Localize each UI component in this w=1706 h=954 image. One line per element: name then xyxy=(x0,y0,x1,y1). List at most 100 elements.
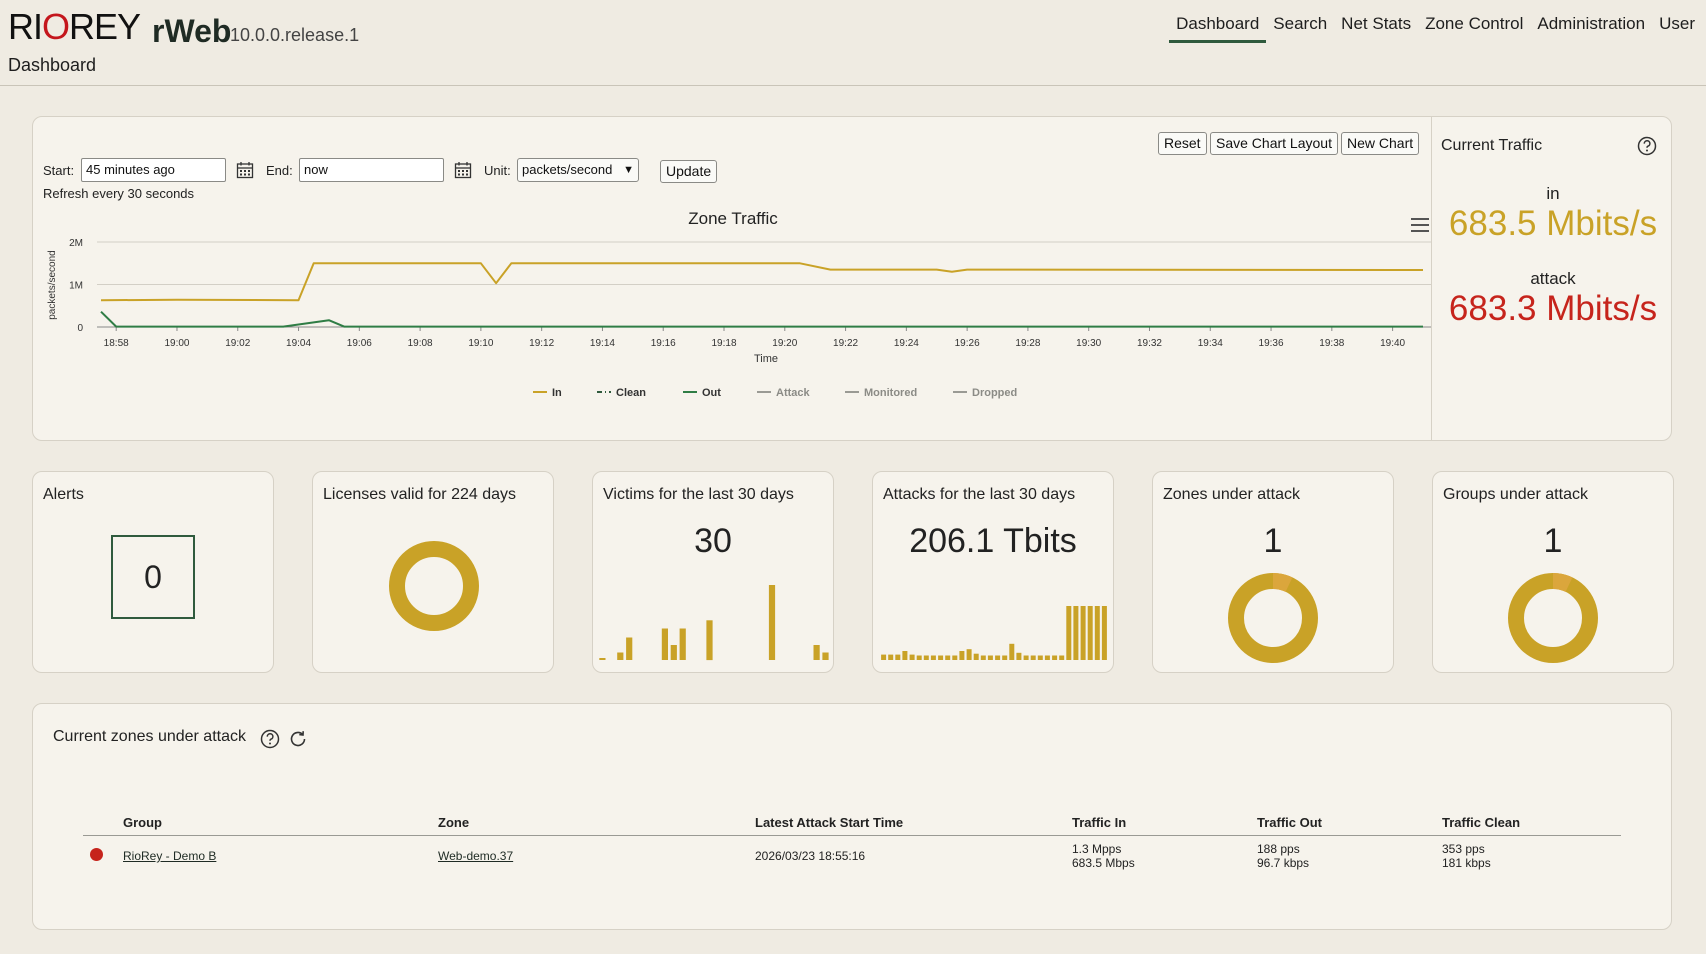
bar xyxy=(916,655,922,660)
zone-traffic-chart: 2M 1M 0 packets/second 18:58 19:00 19:02 19:04 1… xyxy=(47,238,1431,399)
refresh-note: Refresh every 30 seconds xyxy=(43,186,195,201)
table-row: RioRey - Demo B Web-demo.37 2026/03/23 1… xyxy=(83,836,1621,870)
x-tick-label: 19:30 xyxy=(1076,338,1101,349)
calendar-icon[interactable] xyxy=(236,161,254,179)
groups-donut xyxy=(1508,572,1598,663)
x-tick-label: 18:58 xyxy=(104,338,129,349)
reset-button[interactable]: Reset xyxy=(1158,132,1207,155)
x-tick-label: 19:20 xyxy=(772,338,797,349)
x-axis-label: Time xyxy=(754,353,778,365)
nav-user[interactable]: User xyxy=(1659,14,1695,33)
traffic-in-label: in xyxy=(1546,184,1560,203)
nav-administration[interactable]: Administration xyxy=(1537,14,1646,33)
bar xyxy=(626,637,633,660)
groups-under-attack-title: Groups under attack xyxy=(1443,486,1588,503)
bar xyxy=(1073,606,1079,660)
bar xyxy=(930,655,936,660)
y-axis-label: packets/second xyxy=(47,250,58,320)
nav-zone-control[interactable]: Zone Control xyxy=(1425,14,1524,33)
col-traffic-in[interactable]: Traffic In xyxy=(1072,815,1257,836)
x-tick-label: 19:08 xyxy=(408,338,433,349)
bar xyxy=(902,651,908,660)
col-zone[interactable]: Zone xyxy=(438,815,755,836)
zones-donut xyxy=(1228,572,1318,663)
new-chart-button[interactable]: New Chart xyxy=(1341,132,1420,155)
x-tick-label: 19:22 xyxy=(833,338,858,349)
x-tick-label: 19:34 xyxy=(1198,338,1223,349)
x-tick-label: 19:10 xyxy=(468,338,493,349)
x-tick-label: 19:26 xyxy=(955,338,980,349)
alerts-card[interactable]: Alerts 0 xyxy=(32,471,274,673)
traffic-in-bps: 683.5 Mbps xyxy=(1072,856,1135,870)
bar xyxy=(987,655,993,660)
end-input[interactable]: now xyxy=(299,158,444,182)
refresh-icon[interactable] xyxy=(288,729,308,749)
bar xyxy=(1080,606,1086,660)
bar xyxy=(706,620,713,661)
bar xyxy=(1101,606,1107,660)
nav-net-stats[interactable]: Net Stats xyxy=(1341,14,1412,33)
col-traffic-out[interactable]: Traffic Out xyxy=(1257,815,1442,836)
bar xyxy=(973,653,979,660)
groups-under-attack-card[interactable]: Groups under attack 1 xyxy=(1432,471,1674,673)
bar xyxy=(768,585,776,660)
traffic-clean-bps: 181 kbps xyxy=(1442,856,1491,870)
col-group[interactable]: Group xyxy=(123,815,438,836)
x-tick-label: 19:14 xyxy=(590,338,615,349)
licenses-donut xyxy=(389,541,479,631)
attacks-value: 206.1 Tbits xyxy=(909,522,1077,560)
main-nav: Dashboard Search Net Stats Zone Control … xyxy=(1169,14,1702,43)
calendar-icon[interactable] xyxy=(454,161,472,179)
nav-search[interactable]: Search xyxy=(1273,14,1328,33)
victims-value: 30 xyxy=(694,522,732,560)
x-tick-label: 19:36 xyxy=(1259,338,1284,349)
alerts-count: 0 xyxy=(111,535,195,619)
bar xyxy=(1059,655,1065,660)
attacks-card[interactable]: Attacks for the last 30 days 206.1 Tbits xyxy=(872,471,1114,673)
help-icon[interactable] xyxy=(1637,136,1657,156)
x-tick-label: 19:24 xyxy=(894,338,919,349)
licenses-card[interactable]: Licenses valid for 224 days xyxy=(312,471,554,673)
col-latest-attack[interactable]: Latest Attack Start Time xyxy=(755,815,1072,836)
victims-card[interactable]: Victims for the last 30 days 30 xyxy=(592,471,834,673)
zones-under-attack-card[interactable]: Zones under attack 1 xyxy=(1152,471,1394,673)
x-tick-label: 19:40 xyxy=(1380,338,1405,349)
x-tick-label: 19:38 xyxy=(1319,338,1344,349)
bar xyxy=(661,628,668,660)
bar xyxy=(1087,606,1093,660)
col-traffic-clean[interactable]: Traffic Clean xyxy=(1442,815,1621,836)
unit-select[interactable]: packets/second ▼ xyxy=(517,158,639,182)
update-button[interactable]: Update xyxy=(660,160,718,183)
group-link[interactable]: RioRey - Demo B xyxy=(123,849,217,863)
help-icon[interactable] xyxy=(260,729,280,749)
zone-link[interactable]: Web-demo.37 xyxy=(438,849,514,863)
bar xyxy=(1009,643,1015,660)
x-tick-label: 19:18 xyxy=(711,338,736,349)
bar xyxy=(952,655,958,660)
bar xyxy=(995,655,1001,660)
bar xyxy=(959,651,965,660)
traffic-clean-pps: 353 pps xyxy=(1442,842,1485,856)
series-line-in xyxy=(100,262,1424,302)
start-input[interactable]: 45 minutes ago xyxy=(81,158,226,182)
table-header-row: Group Zone Latest Attack Start Time Traf… xyxy=(83,815,1621,836)
bar xyxy=(1094,606,1100,660)
bar xyxy=(1052,655,1058,660)
zone-traffic-panel: Reset Save Chart Layout New Chart Start:… xyxy=(32,116,1672,441)
bar xyxy=(679,628,686,660)
x-tick-label: 19:06 xyxy=(347,338,372,349)
panel-divider xyxy=(1431,117,1432,440)
chart-menu-icon[interactable] xyxy=(1411,217,1429,233)
chart-title: Zone Traffic xyxy=(688,209,778,228)
traffic-in-value: 683.5 Mbits/s xyxy=(1448,204,1658,243)
bar xyxy=(895,654,901,660)
save-chart-layout-button[interactable]: Save Chart Layout xyxy=(1210,132,1338,155)
legend-item-dropped: Dropped xyxy=(972,387,1017,399)
bar xyxy=(1066,606,1072,660)
nav-dashboard[interactable]: Dashboard xyxy=(1169,14,1267,43)
bar xyxy=(980,655,986,660)
bar xyxy=(966,649,972,660)
alerts-title: Alerts xyxy=(43,486,84,503)
version-label: 10.0.0.release.1 xyxy=(230,25,360,45)
bar xyxy=(1016,652,1022,660)
